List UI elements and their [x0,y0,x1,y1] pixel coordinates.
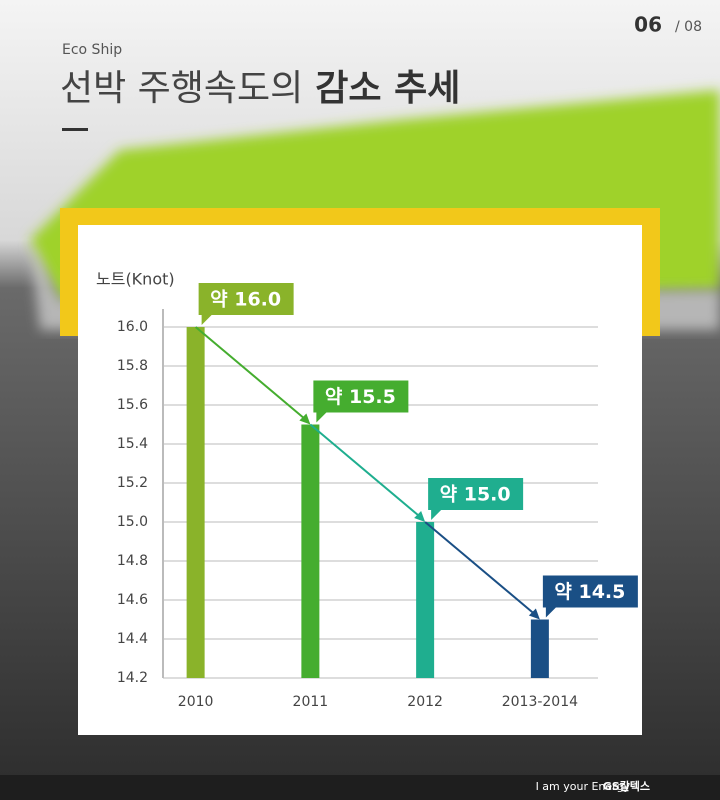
page-total: / 08 [675,19,702,35]
trend-arrow [424,521,535,615]
trend-arrow [194,326,306,420]
y-tick-label: 14.4 [117,631,148,647]
title-rule [62,128,88,131]
y-tick-label: 15.2 [117,475,148,491]
title-bold: 감소 추세 [315,68,460,109]
trend-arrowhead [299,413,311,425]
y-tick-label: 14.6 [117,592,148,608]
trend-arrow [309,423,420,517]
label-box [428,478,524,520]
trend-arrowhead [528,608,540,620]
y-tick-label: 15.0 [117,514,148,530]
kicker: Eco Ship [62,42,122,58]
y-axis-label: 노트(Knot) [96,270,175,289]
trend-arrowhead [414,511,426,522]
value-label: 약 15.5 [325,386,396,408]
page-current: 06 [634,13,662,37]
title-light: 선박 주행속도의 [60,68,303,109]
footer-slogan: I am your Energy [536,780,631,793]
footer-bar [0,775,720,800]
bar [416,522,435,678]
y-tick-label: 16.0 [117,319,148,335]
label-box [542,575,638,618]
label-box [198,283,294,325]
footer-brand: GS칼텍스 [603,779,650,793]
x-tick-label: 2011 [293,694,329,710]
y-tick-label: 15.6 [117,397,148,413]
bar [530,619,549,678]
x-tick-label: 2012 [407,694,443,710]
bar [301,424,320,678]
bar [186,327,205,678]
y-tick-label: 14.2 [117,670,148,686]
x-tick-label: 2010 [178,694,214,710]
value-label: 약 14.5 [554,581,625,603]
value-label: 약 15.0 [440,484,511,506]
y-tick-label: 15.4 [117,436,148,452]
value-label: 약 16.0 [210,289,281,311]
x-tick-label: 2013-2014 [502,694,578,710]
y-tick-label: 15.8 [117,358,148,374]
label-box [313,380,409,423]
y-tick-label: 14.8 [117,553,148,569]
title: 선박 주행속도의 감소 추세 [60,68,460,109]
